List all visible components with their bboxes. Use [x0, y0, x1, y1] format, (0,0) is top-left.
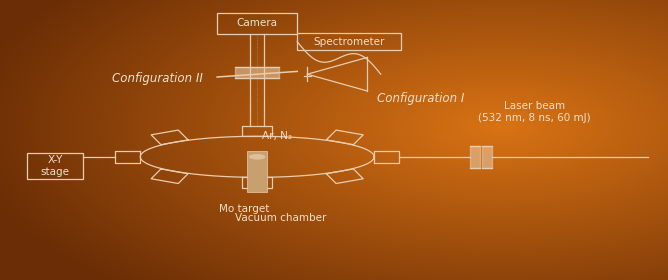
Text: X-Y
stage: X-Y stage	[41, 155, 69, 177]
Text: Mo target: Mo target	[218, 204, 269, 214]
Text: Laser beam
(532 nm, 8 ns, 60 mJ): Laser beam (532 nm, 8 ns, 60 mJ)	[478, 101, 591, 123]
Ellipse shape	[248, 154, 265, 160]
Text: Spectrometer: Spectrometer	[313, 37, 385, 47]
Text: Ar, N₂: Ar, N₂	[263, 131, 292, 141]
Text: Configuration II: Configuration II	[112, 72, 202, 85]
Text: Configuration I: Configuration I	[377, 92, 465, 104]
Text: Vacuum chamber: Vacuum chamber	[235, 213, 326, 223]
Bar	[247, 151, 267, 192]
Text: Camera: Camera	[236, 18, 278, 28]
